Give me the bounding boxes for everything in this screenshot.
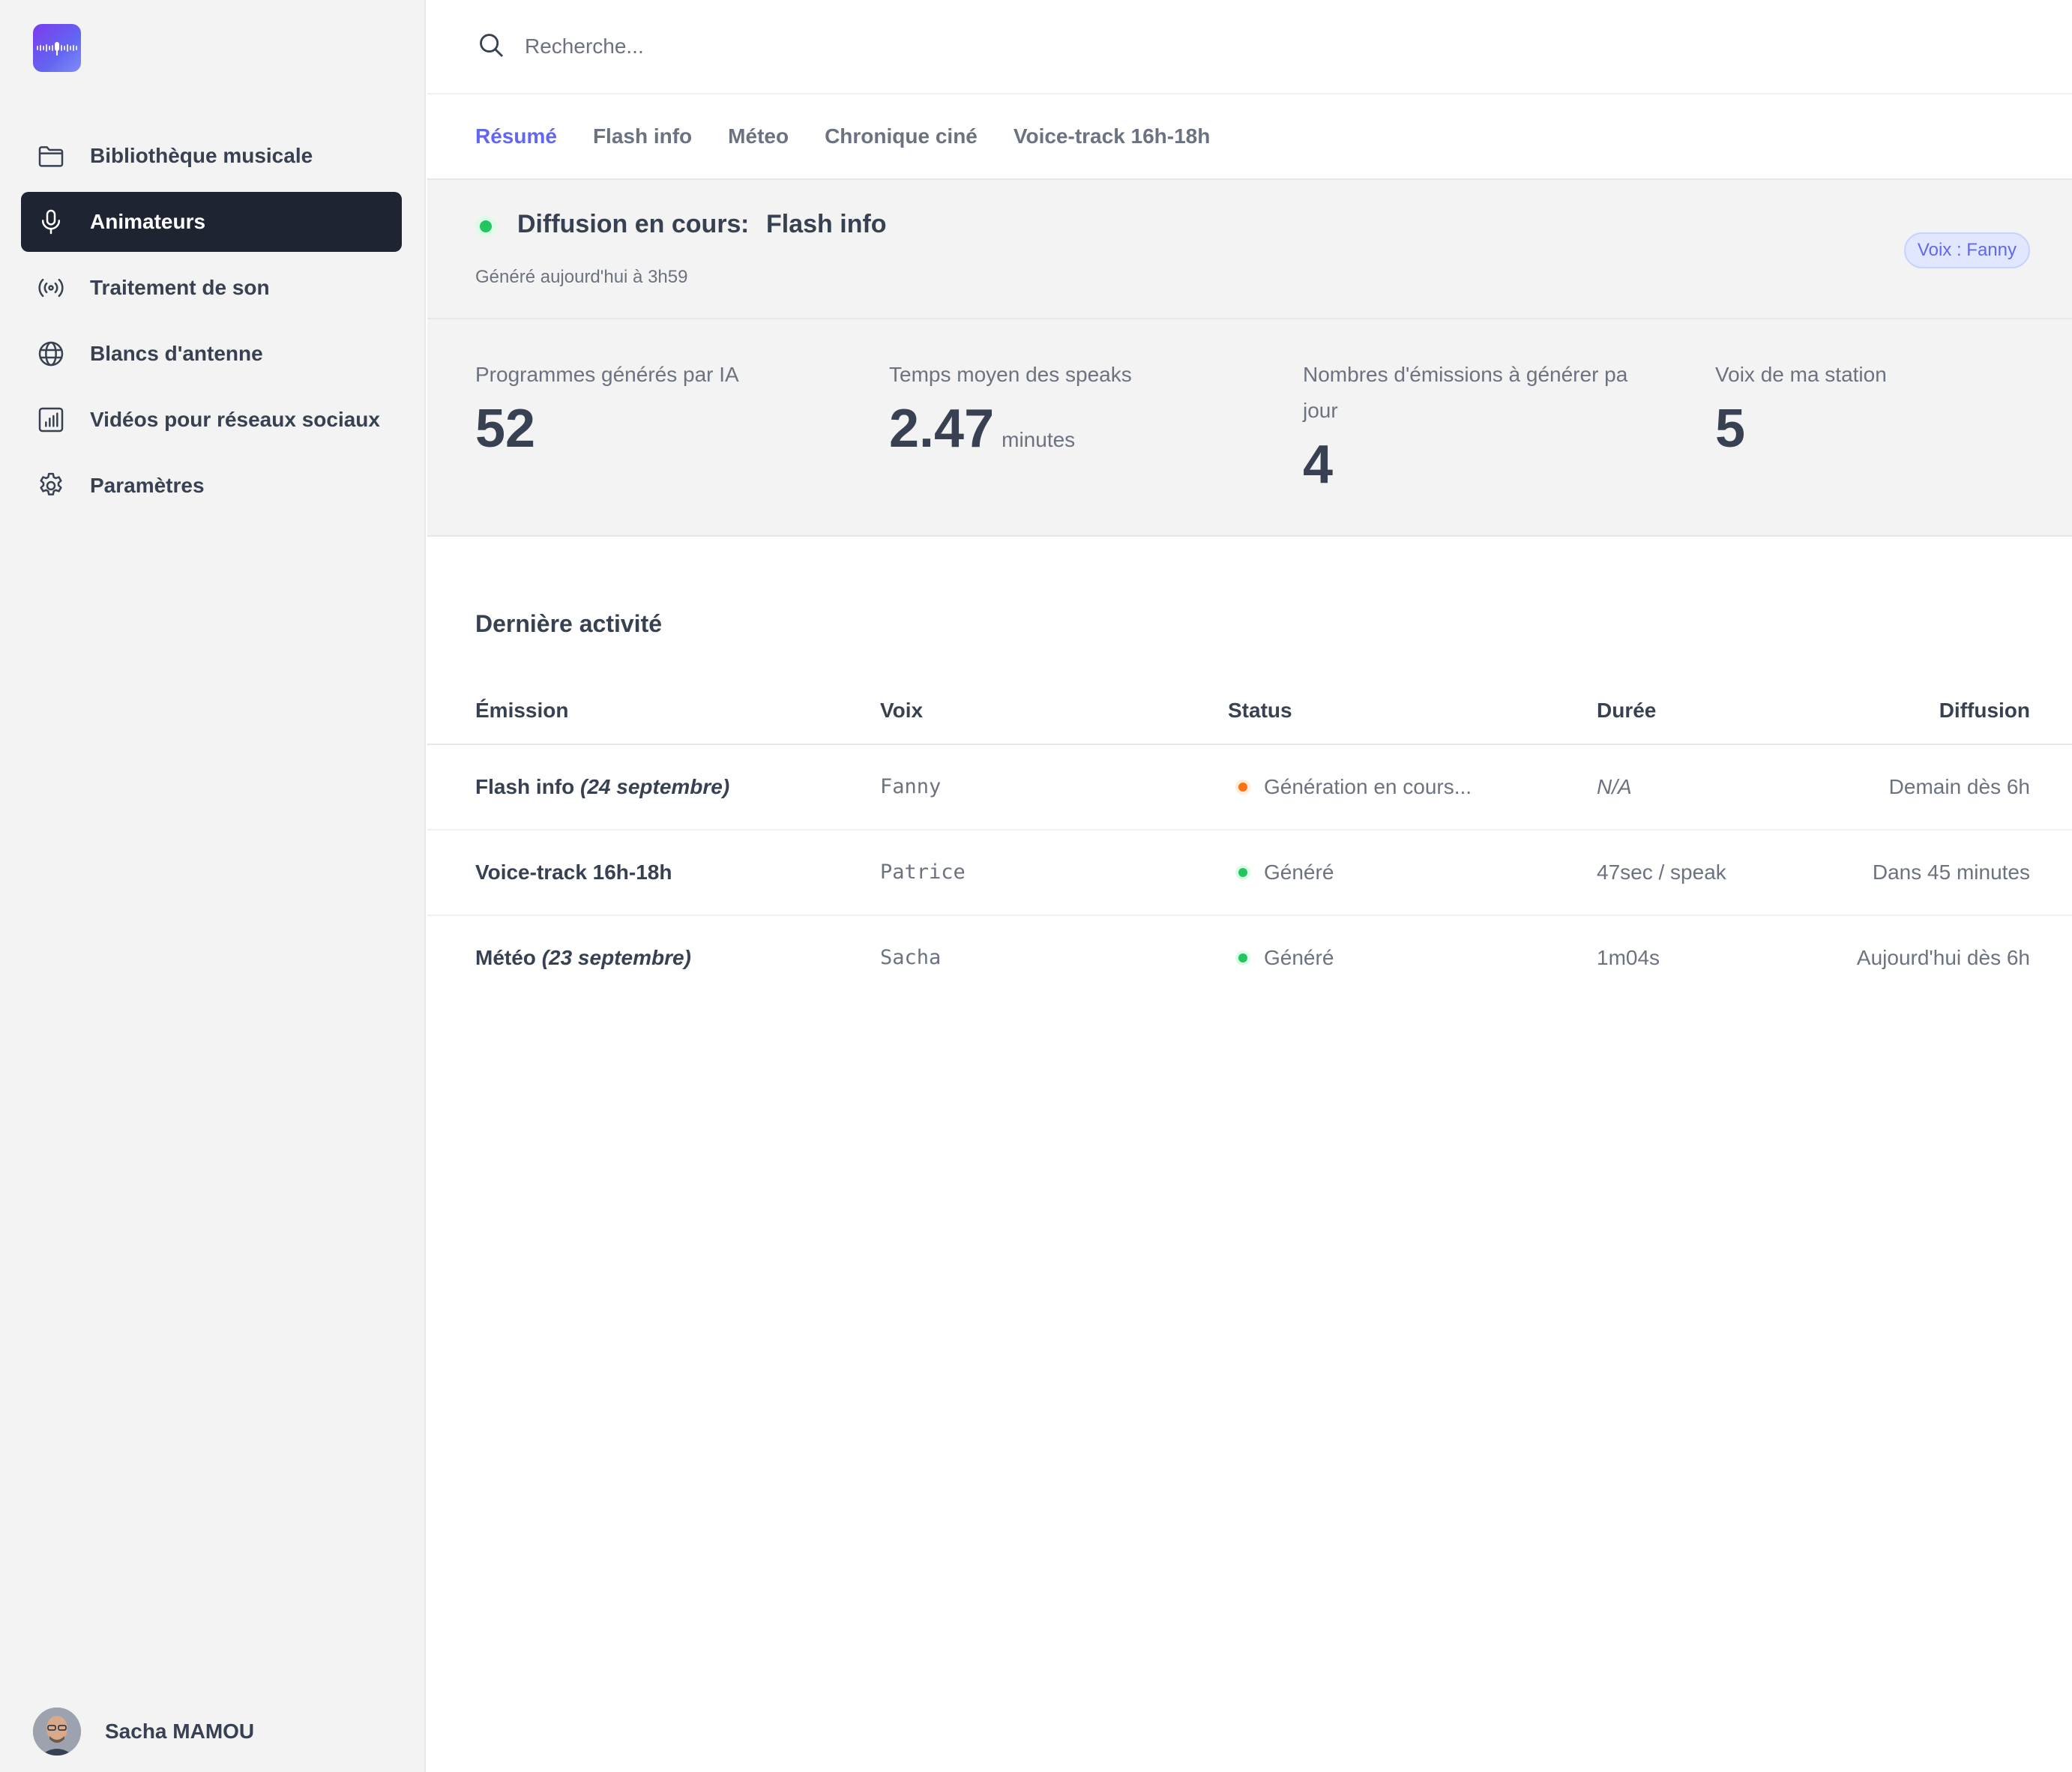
- emission-name: Flash info: [475, 775, 575, 798]
- stat-value: 5: [1715, 393, 2072, 465]
- search-bar: [427, 0, 2072, 94]
- activity-table: Émission Voix Status Durée Diffusion Fla…: [427, 690, 2072, 1001]
- tab-voice-track[interactable]: Voice-track 16h-18h: [1013, 124, 1211, 148]
- status-title: Diffusion en cours: [517, 210, 741, 238]
- waveform-microphone-icon: [37, 42, 77, 55]
- voice-badge[interactable]: Voix : Fanny: [1903, 232, 2030, 268]
- table-row[interactable]: Météo (23 septembre) Sacha Généré 1m04s …: [427, 916, 2072, 1001]
- stat-label: Voix de ma station: [1715, 363, 1887, 386]
- app-logo[interactable]: [33, 24, 81, 72]
- cell-emission: Météo (23 septembre): [475, 946, 691, 970]
- status-text: Généré: [1264, 946, 1334, 969]
- sidebar-item-blancs-d-antenne[interactable]: Blancs d'antenne: [21, 324, 402, 384]
- stat-unit: minutes: [1002, 428, 1076, 451]
- broadcast-status-panel: Diffusion en cours : Flash info Généré a…: [427, 180, 2072, 319]
- cell-diffusion: Dans 45 minutes: [1872, 861, 2030, 884]
- column-header-emission[interactable]: Émission: [475, 699, 569, 722]
- column-header-status[interactable]: Status: [1228, 699, 1292, 722]
- sidebar-item-traitement-de-son[interactable]: Traitement de son: [21, 258, 402, 318]
- sidebar-item-label: Blancs d'antenne: [90, 342, 263, 365]
- emission-name: Voice-track 16h-18h: [475, 861, 672, 884]
- user-name: Sacha MAMOU: [105, 1720, 255, 1743]
- cell-voix: Sacha: [880, 946, 942, 969]
- status-text: Généré: [1264, 861, 1334, 884]
- tab-flash-info[interactable]: Flash info: [592, 124, 693, 148]
- cell-voix: Fanny: [880, 775, 942, 798]
- cell-emission: Flash info (24 septembre): [475, 775, 729, 799]
- stat-value: 4: [1303, 429, 1640, 501]
- emission-name: Météo: [475, 946, 536, 969]
- status-dot: [1238, 868, 1247, 877]
- sidebar-item-label: Vidéos pour réseaux sociaux: [90, 408, 380, 431]
- table-header: Émission Voix Status Durée Diffusion: [427, 690, 2072, 745]
- globe-icon: [34, 337, 67, 370]
- stat-number: 5: [1715, 399, 1746, 459]
- cell-status: Généré: [1232, 946, 1334, 970]
- cell-status: Génération en cours...: [1232, 775, 1472, 799]
- search-icon: [477, 31, 505, 63]
- tab-chronique-cine[interactable]: Chronique ciné: [825, 124, 978, 148]
- stat-temps-moyen: Temps moyen des speaks 2.47 minutes: [889, 357, 1249, 476]
- stat-programmes-generes: Programmes générés par IA 52: [475, 357, 835, 465]
- status-separator: :: [741, 210, 750, 238]
- column-header-duree[interactable]: Durée: [1597, 699, 1657, 722]
- sidebar-item-label: Paramètres: [90, 474, 205, 497]
- cell-duree: 47sec / speak: [1597, 861, 1726, 884]
- cell-status: Généré: [1232, 861, 1334, 885]
- cell-diffusion: Demain dès 6h: [1888, 775, 2030, 798]
- main-content: Résumé Flash info Méteo Chronique ciné V…: [427, 0, 2072, 1772]
- cell-voix: Patrice: [880, 861, 966, 884]
- table-row[interactable]: Flash info (24 septembre) Fanny Générati…: [427, 745, 2072, 831]
- sidebar-nav: Bibliothèque musicale Animateurs Traitem…: [21, 126, 402, 522]
- status-generated-time: Généré aujourd'hui à 3h59: [475, 267, 688, 287]
- cell-duree: N/A: [1597, 775, 1632, 798]
- sidebar-item-videos-reseaux-sociaux[interactable]: Vidéos pour réseaux sociaux: [21, 390, 402, 450]
- sidebar-item-bibliotheque-musicale[interactable]: Bibliothèque musicale: [21, 126, 402, 186]
- folder-icon: [34, 139, 67, 172]
- status-text: Génération en cours...: [1264, 775, 1472, 798]
- table-row[interactable]: Voice-track 16h-18h Patrice Généré 47sec…: [427, 831, 2072, 916]
- stat-label: Nombres d'émissions à générer pa jour: [1303, 363, 1628, 422]
- emission-date: (23 septembre): [541, 946, 691, 969]
- tab-resume[interactable]: Résumé: [475, 124, 557, 148]
- tab-meteo[interactable]: Méteo: [728, 124, 789, 148]
- stat-number: 4: [1303, 435, 1334, 495]
- person-icon: [33, 1708, 81, 1756]
- stat-label: Programmes générés par IA: [475, 363, 739, 386]
- tab-bar: Résumé Flash info Méteo Chronique ciné V…: [427, 94, 2072, 180]
- stat-label: Temps moyen des speaks: [889, 363, 1132, 386]
- sidebar-item-parametres[interactable]: Paramètres: [21, 456, 402, 516]
- sidebar-item-animateurs[interactable]: Animateurs: [21, 192, 402, 252]
- cell-emission: Voice-track 16h-18h: [475, 861, 672, 885]
- sidebar-item-label: Animateurs: [90, 210, 206, 233]
- live-status-dot: [480, 220, 492, 232]
- cell-diffusion: Aujourd'hui dès 6h: [1856, 946, 2030, 969]
- gear-icon: [34, 469, 67, 502]
- section-title: Dernière activité: [475, 610, 663, 637]
- sidebar-item-label: Bibliothèque musicale: [90, 144, 313, 167]
- stat-voix-station: Voix de ma station 5: [1715, 357, 2072, 465]
- stat-number: 52: [475, 399, 536, 459]
- search-input[interactable]: [525, 34, 1199, 58]
- cell-duree: 1m04s: [1597, 946, 1660, 969]
- column-header-voix[interactable]: Voix: [880, 699, 924, 722]
- stat-value: 52: [475, 393, 835, 465]
- status-dot: [1238, 953, 1247, 962]
- stat-emissions-par-jour: Nombres d'émissions à générer pa jour 4: [1303, 357, 1640, 501]
- status-program: Flash info: [766, 210, 887, 238]
- column-header-diffusion[interactable]: Diffusion: [1939, 699, 2030, 722]
- stat-number: 2.47: [889, 399, 995, 459]
- status-dot: [1238, 783, 1247, 792]
- emission-date: (24 septembre): [580, 775, 730, 798]
- bar-chart-icon: [34, 403, 67, 436]
- stats-panel: Programmes générés par IA 52 Temps moyen…: [427, 319, 2072, 537]
- user-profile[interactable]: Sacha MAMOU: [33, 1708, 254, 1756]
- sidebar-item-label: Traitement de son: [90, 276, 270, 299]
- broadcast-icon: [34, 271, 67, 304]
- microphone-icon: [34, 205, 67, 238]
- stat-value: 2.47 minutes: [889, 393, 1249, 476]
- sidebar: Bibliothèque musicale Animateurs Traitem…: [0, 0, 426, 1772]
- avatar: [33, 1708, 81, 1756]
